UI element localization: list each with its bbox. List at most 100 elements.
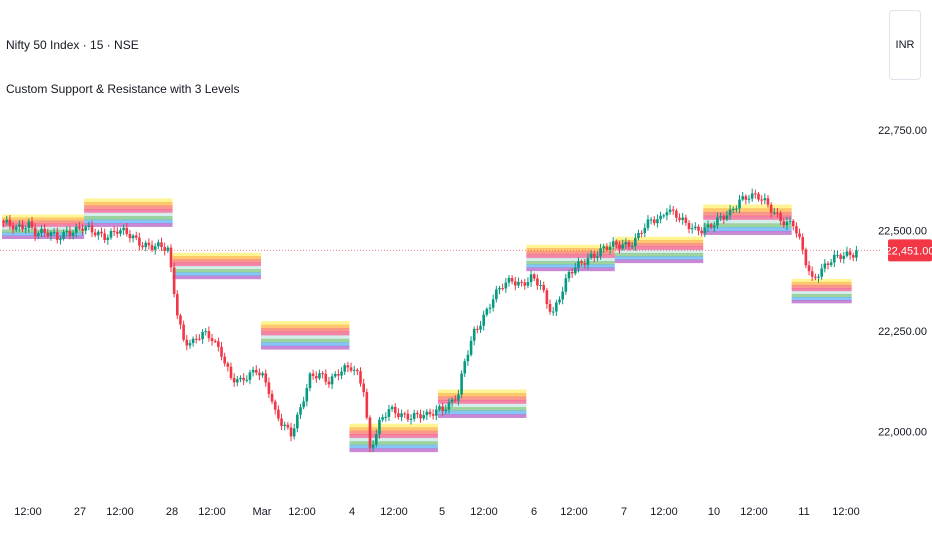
candle-body bbox=[160, 242, 163, 248]
currency-button[interactable]: INR bbox=[889, 10, 921, 80]
candle-body bbox=[570, 271, 574, 274]
candle bbox=[589, 250, 593, 260]
sr-band-stripe bbox=[703, 230, 792, 235]
candle bbox=[18, 220, 21, 232]
candle bbox=[172, 262, 176, 298]
indicator-title[interactable]: Custom Support & Resistance with 3 Level… bbox=[6, 82, 240, 96]
candle-body bbox=[498, 288, 501, 290]
candle-body bbox=[472, 328, 476, 341]
candle bbox=[163, 242, 166, 256]
sr-band-stripe bbox=[261, 345, 350, 350]
candle bbox=[43, 224, 46, 238]
candle bbox=[359, 367, 362, 387]
candle bbox=[441, 402, 444, 416]
candle bbox=[460, 370, 463, 398]
candle bbox=[738, 194, 741, 214]
candle bbox=[365, 388, 369, 420]
sr-band-stripe bbox=[614, 243, 704, 247]
candle bbox=[131, 233, 135, 243]
candle-body bbox=[286, 424, 290, 428]
candle-body bbox=[375, 434, 378, 445]
sr-band-stripe bbox=[791, 281, 852, 286]
sr-band-stripe bbox=[261, 335, 350, 340]
sr-band-stripe bbox=[791, 297, 852, 301]
candle bbox=[393, 403, 397, 418]
candle bbox=[229, 362, 233, 381]
candle bbox=[412, 409, 416, 422]
candle-body bbox=[144, 242, 148, 248]
candle-body bbox=[716, 217, 719, 226]
candle-body bbox=[829, 262, 833, 266]
candle-body bbox=[788, 220, 792, 222]
price-axis[interactable]: 22,750.00 22,500.00 22,250.00 22,000.00 22,4… bbox=[878, 125, 932, 439]
candle-body bbox=[393, 406, 397, 414]
candle bbox=[722, 213, 726, 225]
candle bbox=[185, 334, 189, 351]
candle-body bbox=[11, 225, 15, 230]
sr-band-stripe bbox=[172, 262, 262, 267]
candle-body bbox=[33, 227, 37, 237]
candle-body bbox=[605, 246, 609, 250]
candle-body bbox=[280, 418, 283, 426]
candle bbox=[112, 226, 116, 237]
candle-body bbox=[381, 417, 384, 420]
candle bbox=[68, 226, 72, 240]
sr-band-stripe bbox=[526, 267, 615, 272]
sr-band-stripe bbox=[614, 239, 704, 244]
candle bbox=[807, 261, 811, 276]
candle bbox=[630, 241, 634, 250]
candle bbox=[757, 191, 760, 202]
candle bbox=[690, 223, 694, 234]
sr-band-stripe bbox=[614, 256, 704, 260]
candle bbox=[795, 222, 798, 238]
candle-body bbox=[602, 246, 606, 249]
candle bbox=[254, 365, 258, 376]
sr-band-stripe bbox=[437, 410, 527, 415]
candle-body bbox=[855, 250, 858, 258]
candle bbox=[362, 378, 365, 397]
candle bbox=[615, 239, 618, 248]
sr-band-stripe bbox=[614, 246, 704, 251]
candle-body bbox=[147, 242, 151, 246]
candle bbox=[314, 371, 318, 383]
candle bbox=[30, 216, 34, 230]
candle bbox=[472, 326, 476, 346]
candle bbox=[551, 306, 555, 316]
candle-body bbox=[78, 226, 81, 229]
candle-body bbox=[712, 225, 716, 228]
candle-body bbox=[665, 212, 669, 216]
candle bbox=[776, 208, 779, 218]
candle-body bbox=[270, 393, 274, 402]
sr-band bbox=[526, 244, 615, 272]
candle-body bbox=[368, 417, 372, 448]
candle bbox=[40, 225, 43, 238]
candle bbox=[463, 358, 467, 377]
candle bbox=[453, 395, 457, 403]
candle-body bbox=[425, 411, 429, 416]
candle-body bbox=[321, 373, 324, 375]
candle bbox=[153, 243, 157, 255]
candle-body bbox=[30, 221, 34, 228]
candle-body bbox=[817, 276, 820, 278]
candle bbox=[435, 405, 438, 421]
candle-body bbox=[131, 235, 135, 239]
time-axis[interactable]: 12:00 27 12:00 28 12:00 Mar 12:00 4 12:00 5 12:00 6… bbox=[14, 506, 860, 518]
candle-body bbox=[239, 377, 242, 380]
candle bbox=[536, 274, 539, 290]
candle-body bbox=[97, 231, 100, 236]
candle-body bbox=[261, 373, 264, 376]
candle bbox=[851, 252, 855, 262]
candle bbox=[419, 409, 422, 423]
candle bbox=[349, 362, 353, 373]
candle-body bbox=[798, 233, 801, 238]
candle-body bbox=[128, 233, 132, 239]
candle-body bbox=[163, 247, 166, 251]
candle-body bbox=[851, 255, 855, 258]
candle-body bbox=[608, 246, 612, 250]
candle-body bbox=[678, 217, 681, 220]
symbol-title[interactable]: Nifty 50 Index · 15 · NSE bbox=[6, 38, 139, 52]
candle-body bbox=[747, 198, 751, 200]
candle-body bbox=[18, 224, 21, 227]
sr-band-stripe bbox=[614, 253, 704, 257]
